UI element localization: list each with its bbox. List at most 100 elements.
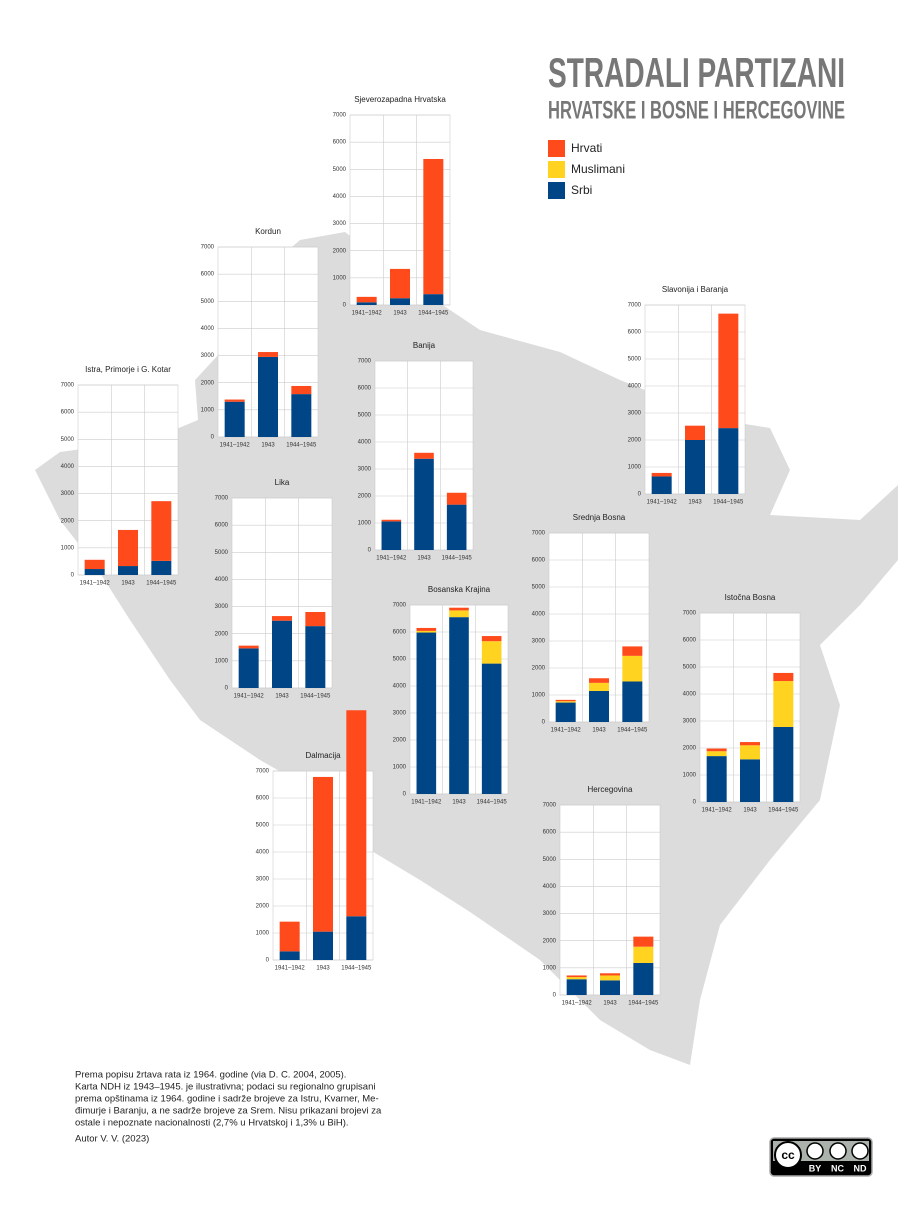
author: Autor V. V. (2023) xyxy=(75,1134,149,1145)
x-tick-label: 1943 xyxy=(688,500,702,506)
y-tick-label: 6000 xyxy=(201,272,215,278)
y-tick-label: 1000 xyxy=(393,765,407,771)
bar-segment xyxy=(414,452,434,459)
y-tick-label: 2000 xyxy=(393,738,407,744)
y-tick-label: 7000 xyxy=(201,245,215,251)
y-tick-label: 7000 xyxy=(333,113,347,119)
y-tick-label: 0 xyxy=(211,435,215,441)
bar-segment xyxy=(589,678,609,683)
bar-segment xyxy=(356,302,377,305)
bar-segment xyxy=(272,616,292,621)
chart-title: Srednja Bosna xyxy=(573,513,626,522)
x-tick-label: 1941–1942 xyxy=(352,311,383,317)
bar-segment xyxy=(685,425,705,440)
bar-segment xyxy=(481,663,502,794)
y-tick-label: 0 xyxy=(693,800,697,806)
bar-segment xyxy=(346,710,367,917)
y-tick-label: 4000 xyxy=(628,384,642,390)
bar-segment xyxy=(589,690,609,722)
y-tick-label: 2000 xyxy=(215,631,229,637)
small-chart: Bosanska Krajina 0 1000 2000 3000 4000 5000 600… xyxy=(393,585,509,806)
chart-title: Sjeverozapadna Hrvatska xyxy=(354,95,446,104)
y-tick-label: 6000 xyxy=(543,830,557,836)
x-tick-label: 1941–1942 xyxy=(275,966,306,972)
y-tick-label: 6000 xyxy=(532,558,546,564)
y-tick-label: 1000 xyxy=(683,773,697,779)
bar-segment xyxy=(633,946,654,963)
bar-segment xyxy=(446,504,467,550)
bar-segment xyxy=(224,399,245,402)
bar-segment xyxy=(600,980,620,995)
small-chart: Kordun 0 1000 2000 3000 4000 5000 6000 7000 1941–… xyxy=(201,227,319,449)
y-tick-label: 1000 xyxy=(543,965,557,971)
bar-segment xyxy=(718,428,739,494)
bar-segment xyxy=(279,951,300,960)
small-chart: Hercegovina 0 1000 2000 3000 4000 5000 6000 7000… xyxy=(543,785,661,1007)
x-tick-label: 1943 xyxy=(452,800,466,806)
x-tick-label: 1943 xyxy=(417,556,431,562)
x-tick-label: 1944–1945 xyxy=(713,500,744,506)
bar-segment xyxy=(118,529,138,567)
y-tick-label: 3000 xyxy=(333,221,347,227)
x-tick-label: 1941–1942 xyxy=(80,581,111,587)
y-tick-label: 0 xyxy=(403,792,407,798)
x-tick-label: 1941–1942 xyxy=(647,500,678,506)
y-tick-label: 4000 xyxy=(683,692,697,698)
chart-title: Bosanska Krajina xyxy=(428,585,491,594)
chart-title: Dalmacija xyxy=(305,751,341,760)
chart-title: Istra, Primorje i G. Kotar xyxy=(85,365,171,374)
bar-segment xyxy=(381,519,402,522)
bar-segment xyxy=(706,756,727,802)
y-tick-label: 3000 xyxy=(543,911,557,917)
subtitle: HRVATSKE I BOSNE I HERCEGOVINE xyxy=(548,97,845,125)
bar-segment xyxy=(305,612,326,627)
bar-segment xyxy=(238,645,259,649)
bar-segment xyxy=(381,521,402,550)
y-tick-label: 5000 xyxy=(333,167,347,173)
y-tick-label: 0 xyxy=(225,686,229,692)
bar-segment xyxy=(416,632,437,794)
small-chart: Srednja Bosna 0 1000 2000 3000 4000 5000 6000 70… xyxy=(532,513,650,734)
bar-segment xyxy=(238,648,259,688)
bar-segment xyxy=(481,636,502,642)
bar-segment xyxy=(313,776,333,932)
bar-segment xyxy=(258,356,278,437)
bar-segment xyxy=(305,626,326,688)
bar-segment xyxy=(633,936,654,947)
x-tick-label: 1944–1945 xyxy=(146,581,177,587)
chart-title: Slavonija i Baranja xyxy=(662,285,729,294)
y-tick-label: 6000 xyxy=(393,630,407,636)
x-tick-label: 1941–1942 xyxy=(376,556,407,562)
x-tick-label: 1944–1945 xyxy=(300,694,331,700)
y-tick-label: 6000 xyxy=(215,523,229,529)
x-tick-label: 1941–1942 xyxy=(234,694,265,700)
y-tick-label: 3000 xyxy=(61,491,75,497)
y-tick-label: 6000 xyxy=(358,386,372,392)
y-tick-label: 7000 xyxy=(532,531,546,537)
y-tick-label: 3000 xyxy=(683,719,697,725)
chart-title: Lika xyxy=(275,478,290,487)
x-tick-label: 1944–1945 xyxy=(617,728,648,734)
y-tick-label: 7000 xyxy=(256,769,270,775)
bar-segment xyxy=(740,742,760,746)
x-tick-label: 1944–1945 xyxy=(418,311,449,317)
y-tick-label: 7000 xyxy=(543,803,557,809)
bar-segment xyxy=(151,560,172,575)
license-label: BY xyxy=(809,1163,822,1173)
y-tick-label: 2000 xyxy=(358,494,372,500)
license-label: ND xyxy=(854,1163,867,1173)
bar-segment xyxy=(651,476,672,494)
legend-swatch xyxy=(548,161,565,178)
y-tick-label: 2000 xyxy=(201,380,215,386)
bar-segment xyxy=(773,672,794,682)
y-tick-label: 5000 xyxy=(393,657,407,663)
y-tick-label: 5000 xyxy=(201,299,215,305)
y-tick-label: 4000 xyxy=(215,577,229,583)
x-tick-label: 1943 xyxy=(393,311,407,317)
y-tick-label: 3000 xyxy=(532,639,546,645)
y-tick-label: 6000 xyxy=(256,796,270,802)
note-line: Prema popisu žrtava rata iz 1964. godine… xyxy=(75,1070,346,1081)
x-tick-label: 1941–1942 xyxy=(411,800,442,806)
y-tick-label: 2000 xyxy=(333,248,347,254)
